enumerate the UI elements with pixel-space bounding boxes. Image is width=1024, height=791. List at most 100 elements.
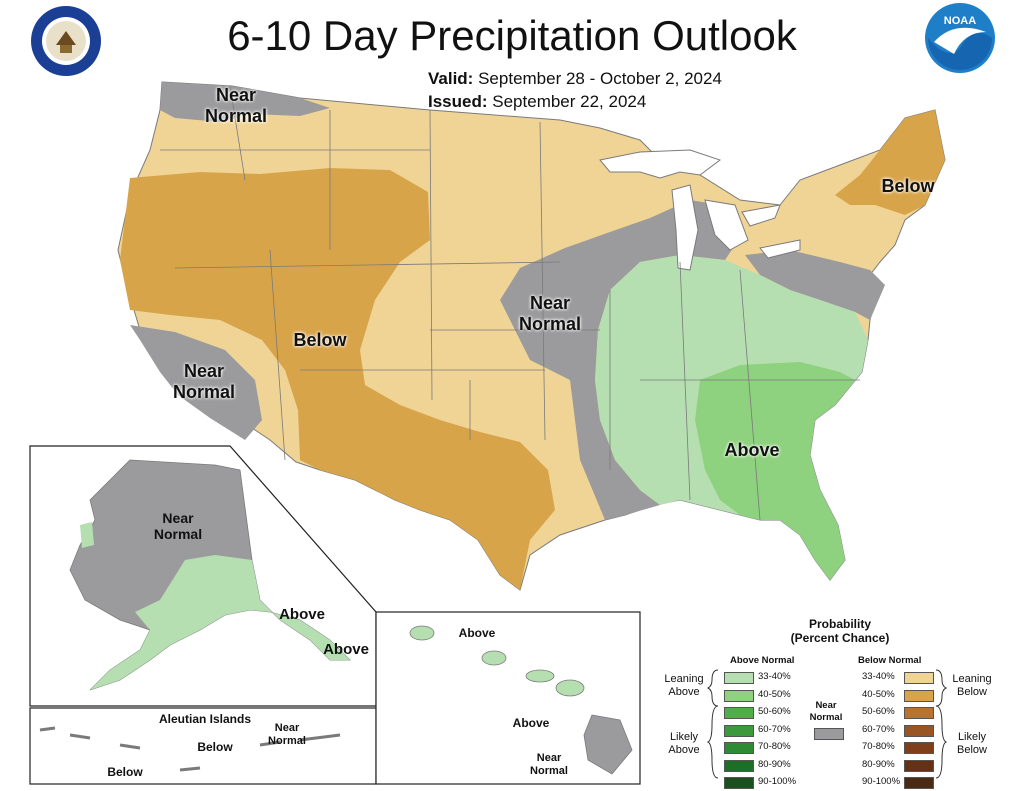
legend-above-swatch: [724, 724, 754, 737]
map-title: 6-10 Day Precipitation Outlook: [227, 12, 797, 59]
midatlantic-near-normal: [745, 250, 885, 320]
label-west-below: Below: [293, 330, 347, 350]
label-line: Near: [274, 722, 300, 734]
ne-below-region: [835, 110, 945, 215]
legend-title-line1: Probability: [808, 617, 871, 631]
label-se-above: Above: [724, 440, 780, 460]
label-line: Normal: [153, 526, 203, 542]
legend-below-swatch: [904, 672, 934, 684]
label-line: Normal: [268, 735, 306, 747]
legend-above-bin-label: 33-40%: [758, 671, 791, 682]
label-aleutian-near-normal: Near Normal: [262, 722, 312, 748]
label-line: Near: [162, 510, 194, 526]
alaska-leaning-above: [90, 555, 350, 690]
legend-above-swatch: [724, 742, 754, 754]
central-near-normal: [500, 200, 745, 520]
legend-leaning-above: Leaning Above: [660, 673, 708, 699]
legend-above-bin-label: 60-70%: [758, 723, 791, 735]
label-hawaii-above-2: Above: [512, 716, 550, 730]
legend-above-swatch: [724, 707, 754, 719]
legend-below-bin-label: 90-100%: [862, 776, 901, 787]
noaa-logo-icon: NOAA: [925, 3, 995, 73]
legend-below-bin-label: 50-60%: [862, 706, 895, 717]
legend-above-bin-label: 50-60%: [758, 706, 791, 717]
legend-above-bin-label: 40-50%: [758, 688, 791, 700]
legend-near-normal-label: Near Normal: [806, 700, 846, 724]
legend-below-bin-label: 70-80%: [862, 741, 895, 752]
legend-below-bin-label: 60-70%: [862, 723, 895, 735]
label-line: Near: [529, 293, 571, 313]
issued-label: Issued:: [428, 92, 488, 111]
legend-text: Below: [957, 686, 987, 698]
legend-above-bin-label: 80-90%: [758, 758, 791, 770]
legend-title: Probability (Percent Chance): [740, 617, 940, 645]
legend-above-header: Above Normal: [730, 655, 795, 666]
legend-text: Likely: [957, 731, 987, 743]
legend-below-swatch: [904, 759, 934, 772]
label-line: Normal: [518, 314, 581, 334]
legend-above-swatch: [724, 672, 754, 684]
legend-below-swatch: [904, 777, 934, 789]
legend-likely-above: Likely Above: [660, 731, 708, 757]
legend-near-normal-swatch: [814, 728, 844, 740]
commerce-seal-icon: [31, 6, 101, 76]
label-line: Normal: [530, 765, 568, 777]
legend-below-swatch: [904, 724, 934, 737]
issued-line: Issued: September 22, 2024: [428, 92, 646, 112]
legend-below-swatch: [904, 742, 934, 754]
label-line: Near: [183, 361, 225, 381]
label-aleutian-title: Aleutian Islands: [158, 712, 252, 726]
legend-below-swatch: [904, 707, 934, 719]
label-alaska-above-1: Above: [279, 606, 325, 623]
sw-near-normal: [130, 325, 262, 440]
legend-above-swatch: [724, 759, 754, 772]
se-above-40-50: [695, 362, 855, 580]
legend-text: Leaning: [952, 673, 992, 685]
label-line: Near: [215, 85, 257, 105]
legend-below-swatch: [904, 689, 934, 702]
legend-text: Above: [668, 744, 700, 756]
label-ne-below: Below: [881, 176, 935, 196]
issued-date: September 22, 2024: [492, 92, 647, 111]
nw-near-normal: [160, 82, 330, 122]
legend-above-swatch: [724, 777, 754, 789]
label-aleutian-below-1: Below: [197, 740, 233, 754]
label-hawaii-above-1: Above: [458, 626, 496, 640]
legend-leaning-below: Leaning Below: [948, 673, 996, 699]
label-sw-near-normal: Near Normal: [164, 361, 244, 403]
valid-line: Valid: September 28 - October 2, 2024: [428, 69, 722, 89]
label-aleutian-below-2: Below: [107, 765, 143, 779]
label-line: Near: [536, 752, 562, 764]
svg-text:NOAA: NOAA: [944, 15, 976, 27]
west-below-region: [120, 168, 555, 590]
legend-below-header: Below Normal: [858, 655, 922, 666]
label-line: Normal: [172, 382, 235, 402]
label-line: Normal: [204, 106, 267, 126]
legend-above-bin-label: 90-100%: [758, 776, 797, 787]
label-alaska-above-2: Above: [323, 641, 369, 658]
label-nw-near-normal: Near Normal: [196, 85, 276, 127]
label-central-near-normal: Near Normal: [510, 293, 590, 335]
legend-below-bin-label: 33-40%: [862, 671, 895, 682]
legend-text: Near: [815, 700, 837, 711]
label-alaska-near-normal: Near Normal: [148, 510, 208, 542]
great-lakes: [599, 149, 801, 271]
label-hawaii-near-normal: Near Normal: [524, 752, 574, 778]
legend-likely-below: Likely Below: [948, 731, 996, 757]
valid-label: Valid:: [428, 69, 474, 88]
legend-title-line2: (Percent Chance): [790, 631, 890, 645]
valid-dates: September 28 - October 2, 2024: [478, 69, 722, 88]
legend-text: Likely: [669, 731, 699, 743]
state-boundaries: [160, 85, 860, 521]
legend-below-bin-label: 80-90%: [862, 758, 895, 770]
legend-above-swatch: [724, 689, 754, 702]
legend-text: Below: [957, 744, 987, 756]
legend-above-bin-label: 70-80%: [758, 741, 791, 752]
legend-below-bin-label: 40-50%: [862, 688, 895, 700]
legend-text: Above: [668, 686, 700, 698]
legend-text: Leaning: [664, 673, 704, 685]
